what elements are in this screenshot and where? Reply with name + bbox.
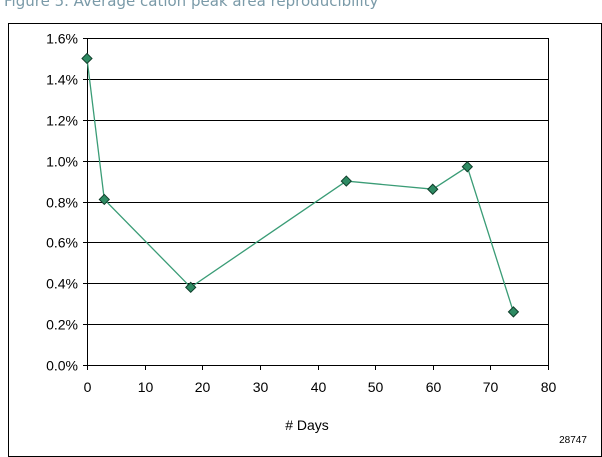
data-point-3: [340, 175, 353, 187]
y-tick-label-6: 1.2%: [46, 113, 78, 129]
data-point-4: [427, 183, 439, 195]
y-tick-label-8: 1.6%: [46, 31, 78, 47]
x-tick-label-3: 30: [253, 379, 269, 395]
x-tick-label-4: 40: [311, 379, 327, 395]
data-point-0: [81, 52, 93, 65]
y-tick-label-0: 0.0%: [46, 358, 78, 374]
data-point-6: [507, 306, 520, 318]
x-tick-label-5: 50: [368, 379, 384, 395]
x-tick-label-0: 0: [84, 379, 92, 395]
x-tick-label-8: 80: [541, 379, 557, 395]
figure-caption: Figure 5. Average cation peak area repro…: [4, 0, 379, 10]
y-tick-label-5: 1.0%: [46, 154, 78, 170]
x-axis-label: # Days: [285, 417, 329, 433]
series-line-0: [86, 58, 515, 313]
y-tick-label-7: 1.4%: [46, 72, 78, 88]
y-tick-label-4: 0.8%: [46, 195, 78, 211]
figure-id: 28747: [559, 435, 587, 446]
data-point-2: [185, 281, 197, 294]
figure-frame: [8, 23, 602, 457]
x-tick-label-1: 10: [138, 379, 154, 395]
data-point-5: [461, 161, 474, 173]
y-tick-label-3: 0.6%: [46, 235, 78, 251]
x-tick-label-6: 60: [426, 379, 442, 395]
x-tick-label-7: 70: [483, 379, 499, 395]
data-point-1: [98, 193, 110, 206]
y-tick-label-1: 0.2%: [46, 317, 78, 333]
y-tick-label-2: 0.4%: [46, 276, 78, 292]
x-tick-label-2: 20: [195, 379, 211, 395]
